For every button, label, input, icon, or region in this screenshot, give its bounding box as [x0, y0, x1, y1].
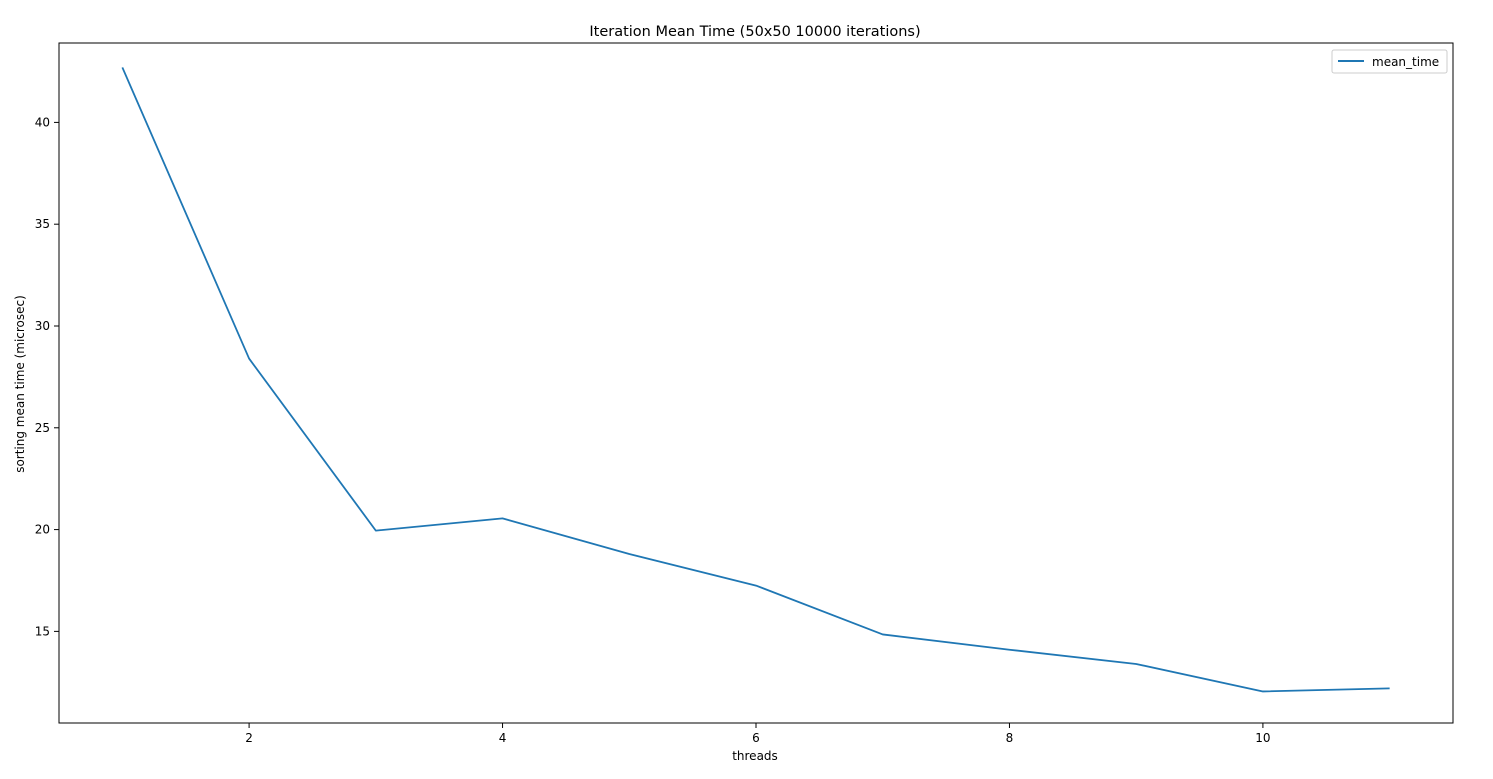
- x-tick-label-8: 8: [1006, 731, 1014, 745]
- x-tick-label-2: 2: [245, 731, 253, 745]
- legend-box: [1331, 49, 1448, 74]
- series-line-mean-time: [121, 67, 1390, 693]
- legend-label-mean-time: mean_time: [1372, 55, 1439, 69]
- y-tick-label-30: 30: [35, 319, 50, 333]
- y-tick-label-20: 20: [35, 523, 50, 537]
- y-axis-ticks: 15 20 25 30 35 40: [35, 115, 59, 638]
- y-tick-label-35: 35: [35, 217, 50, 231]
- y-tick-label-15: 15: [35, 624, 50, 638]
- x-tick-label-6: 6: [752, 731, 760, 745]
- y-axis-label: sorting mean time (microsec): [13, 295, 27, 473]
- series-layer: [121, 67, 1390, 693]
- y-tick-label-40: 40: [35, 115, 50, 129]
- y-tick-label-25: 25: [35, 421, 50, 435]
- x-axis-label: threads: [732, 749, 778, 763]
- x-tick-label-10: 10: [1255, 731, 1270, 745]
- chart-title: Iteration Mean Time (50x50 10000 iterati…: [589, 24, 920, 40]
- x-tick-label-4: 4: [499, 731, 507, 745]
- legend: mean_time: [1331, 49, 1448, 74]
- x-axis-ticks: 2 4 6 8 10: [245, 723, 1271, 745]
